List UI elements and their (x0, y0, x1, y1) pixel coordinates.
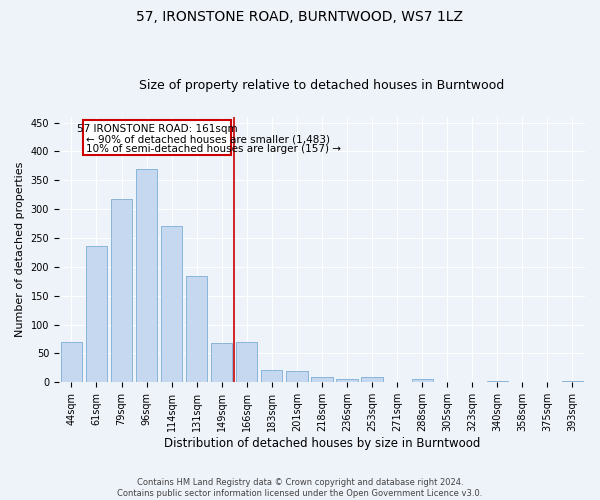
Text: 57 IRONSTONE ROAD: 161sqm: 57 IRONSTONE ROAD: 161sqm (77, 124, 238, 134)
Bar (236, 342, 257, 382)
Bar (412, 380, 433, 382)
FancyBboxPatch shape (83, 120, 231, 156)
Bar (361, 376, 383, 382)
Bar (261, 370, 283, 382)
Bar (136, 168, 157, 382)
Bar (161, 226, 182, 382)
Text: ← 90% of detached houses are smaller (1,483): ← 90% of detached houses are smaller (1,… (86, 134, 331, 144)
Bar (562, 380, 583, 382)
Bar (86, 246, 107, 382)
Bar (211, 343, 232, 382)
Text: Contains HM Land Registry data © Crown copyright and database right 2024.
Contai: Contains HM Land Registry data © Crown c… (118, 478, 482, 498)
Bar (186, 276, 208, 382)
Bar (337, 380, 358, 382)
Bar (61, 342, 82, 382)
Y-axis label: Number of detached properties: Number of detached properties (15, 162, 25, 337)
Text: 10% of semi-detached houses are larger (157) →: 10% of semi-detached houses are larger (… (86, 144, 341, 154)
X-axis label: Distribution of detached houses by size in Burntwood: Distribution of detached houses by size … (164, 437, 480, 450)
Bar (111, 200, 132, 382)
Bar (487, 380, 508, 382)
Title: Size of property relative to detached houses in Burntwood: Size of property relative to detached ho… (139, 79, 505, 92)
Bar (286, 371, 308, 382)
Bar (311, 376, 332, 382)
Text: 57, IRONSTONE ROAD, BURNTWOOD, WS7 1LZ: 57, IRONSTONE ROAD, BURNTWOOD, WS7 1LZ (137, 10, 464, 24)
